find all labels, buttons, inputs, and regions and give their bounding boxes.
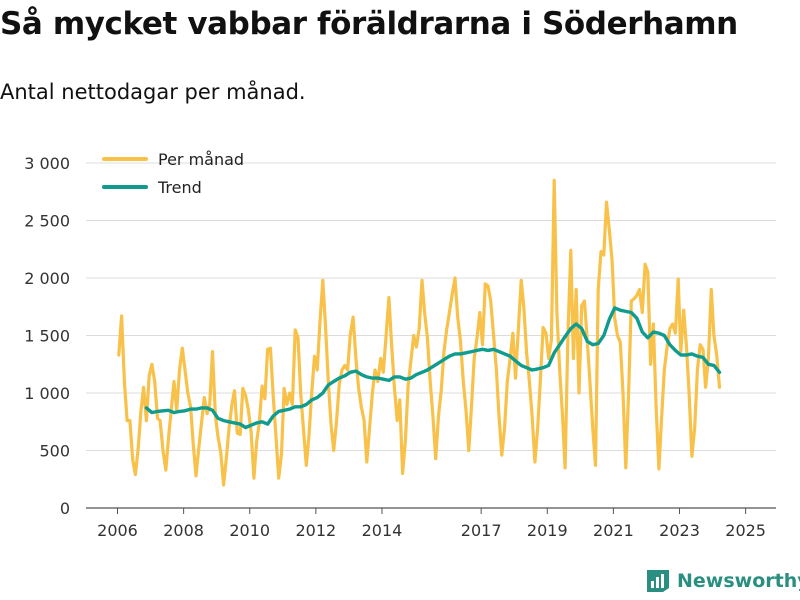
y-tick-label: 2 000 bbox=[24, 269, 70, 288]
brand-logo: Newsworthy bbox=[645, 568, 800, 594]
newsworthy-logo-icon bbox=[647, 570, 669, 592]
x-tick-label: 2025 bbox=[725, 521, 766, 540]
chart-title: Så mycket vabbar föräldrarna i Söderhamn bbox=[0, 6, 738, 42]
x-tick-label: 2021 bbox=[593, 521, 634, 540]
chart-subtitle: Antal nettodagar per månad. bbox=[0, 80, 306, 104]
x-tick-label: 2014 bbox=[362, 521, 403, 540]
y-tick-label: 1 500 bbox=[24, 327, 70, 346]
legend-label-trend: Trend bbox=[157, 178, 202, 197]
y-tick-label: 2 500 bbox=[24, 212, 70, 231]
brand-name: Newsworthy bbox=[677, 570, 800, 592]
legend: Per månad Trend bbox=[102, 150, 244, 197]
legend-label-per-month: Per månad bbox=[158, 150, 244, 169]
x-tick-label: 2010 bbox=[229, 521, 270, 540]
y-tick-label: 0 bbox=[60, 499, 70, 518]
x-tick-label: 2017 bbox=[461, 521, 502, 540]
x-tick-label: 2019 bbox=[527, 521, 568, 540]
x-tick-label: 2008 bbox=[163, 521, 204, 540]
y-tick-label: 1 000 bbox=[24, 384, 70, 403]
x-tick-label: 2012 bbox=[296, 521, 337, 540]
y-axis: 0 500 1 000 1 500 2 000 2 500 3 000 bbox=[24, 154, 70, 518]
series-line-trend bbox=[144, 306, 722, 430]
series-line-per-month bbox=[117, 178, 722, 487]
series-lines bbox=[117, 178, 722, 487]
x-tick-label: 2006 bbox=[97, 521, 138, 540]
x-tick-label: 2023 bbox=[659, 521, 700, 540]
y-tick-label: 3 000 bbox=[24, 154, 70, 173]
y-tick-label: 500 bbox=[39, 442, 70, 461]
x-axis: 2006 2008 2010 2012 2014 2017 2019 2021 2023 2025 bbox=[86, 507, 776, 540]
